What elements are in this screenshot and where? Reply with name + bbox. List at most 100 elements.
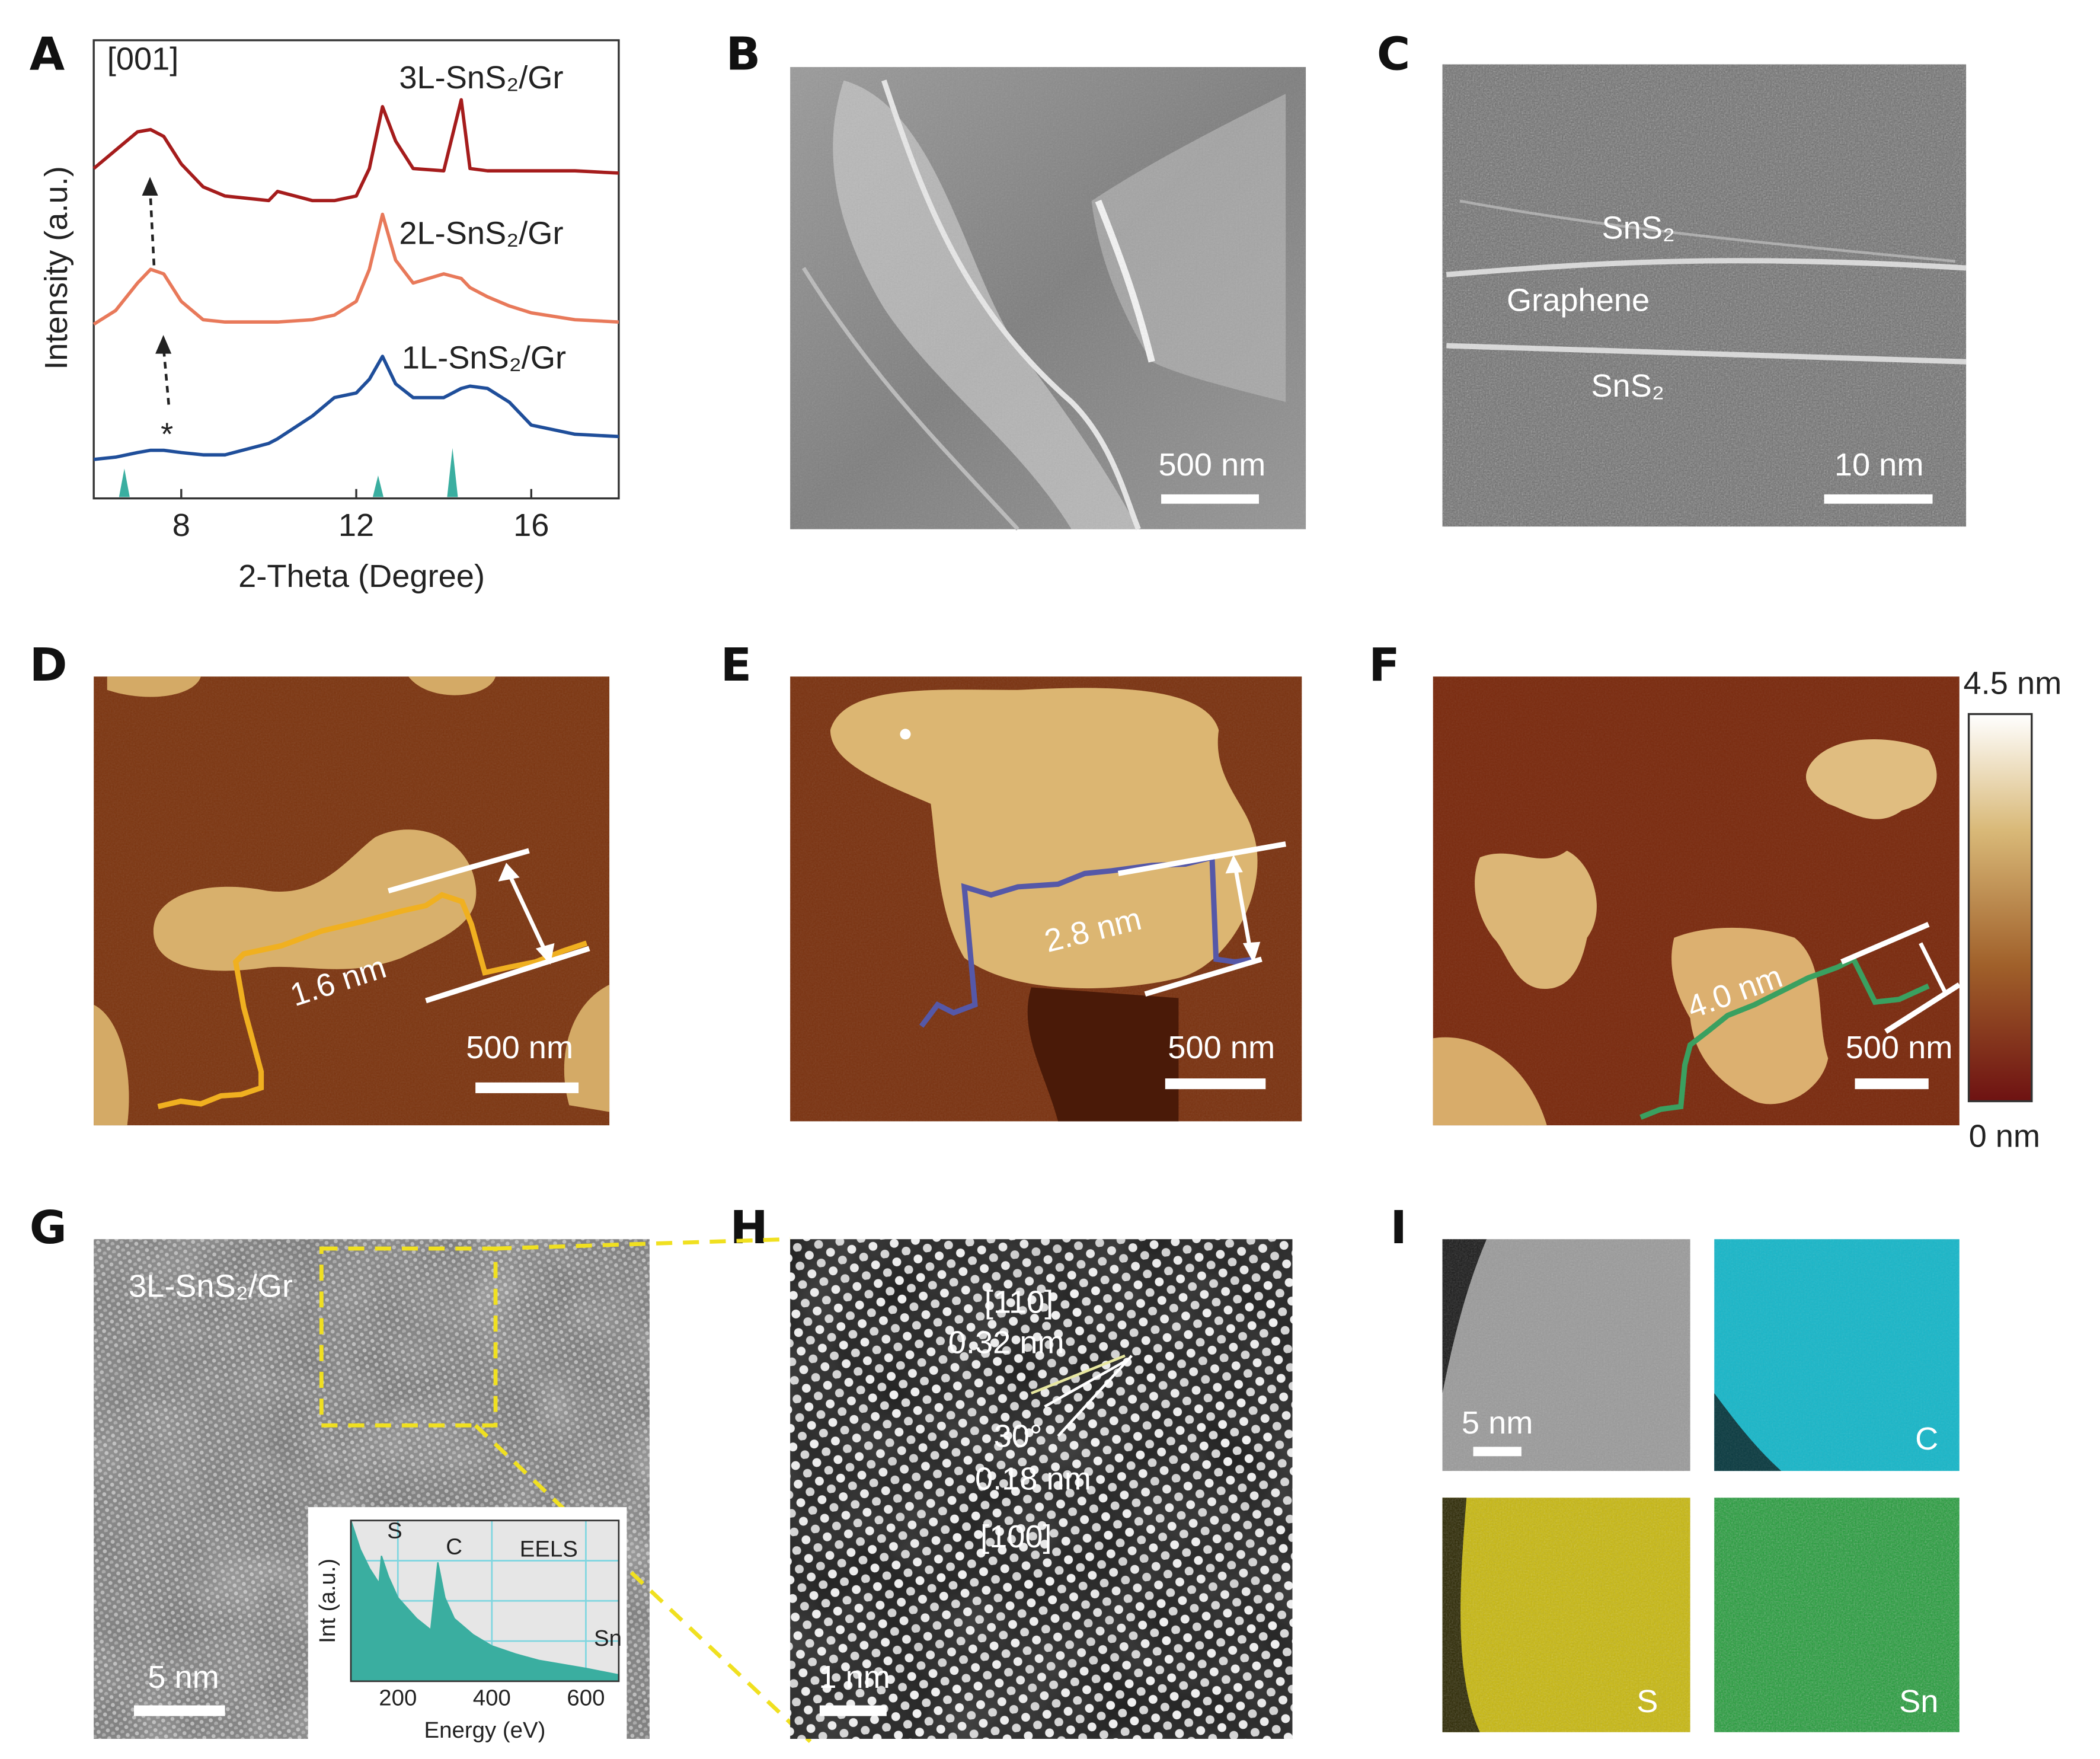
- plane-line: [1044, 1358, 1129, 1408]
- scale-bar: [1473, 1447, 1522, 1457]
- zoom-box: [319, 1246, 498, 1428]
- colorbar-label: 0 nm: [1969, 1118, 2041, 1154]
- peak-label: C: [446, 1534, 462, 1560]
- panel-label: H: [730, 1202, 768, 1254]
- dark-patch: [1027, 987, 1179, 1122]
- plane-line: [1031, 1354, 1126, 1395]
- y-axis-label: Intensity (a.u.): [39, 166, 74, 370]
- map-label: Sn: [1899, 1684, 1938, 1719]
- image-label: SnS₂: [1602, 210, 1675, 245]
- image-label: 3L-SnS₂/Gr: [129, 1268, 293, 1304]
- series-line: [92, 98, 619, 203]
- series-label: 1L-SnS₂/Gr: [402, 340, 566, 375]
- scale-bar: [133, 1705, 225, 1716]
- image-label: SnS₂: [1591, 368, 1664, 404]
- scale-bar-label: 5 nm: [148, 1659, 219, 1695]
- afm-image: 4.0 nm 500 nm 4.5 nm 0 nm: [1433, 666, 2062, 1154]
- flake: [94, 1004, 129, 1126]
- scale-bar-label: 500 nm: [1846, 1030, 1953, 1065]
- height-profile: [157, 892, 588, 1109]
- scale-bar: [1161, 494, 1259, 504]
- flake: [408, 676, 496, 695]
- guide-line: [388, 848, 530, 894]
- image-grain: [1714, 1239, 1960, 1471]
- flake: [107, 676, 201, 697]
- flake: [1433, 1037, 1547, 1126]
- guide-line: [1884, 982, 1961, 1034]
- inset-title: EELS: [520, 1537, 578, 1562]
- scale-bar: [1855, 1078, 1929, 1090]
- annotation: [001]: [107, 41, 179, 77]
- zoom-line: [495, 1237, 791, 1251]
- image-label: 0.18 nm: [975, 1461, 1091, 1497]
- image-label: [110]: [985, 1284, 1054, 1320]
- x-tick-label: 400: [473, 1685, 511, 1711]
- guide-line: [1117, 841, 1286, 876]
- scale-bar: [819, 1705, 887, 1716]
- sem-image: 500 nm: [790, 67, 1306, 531]
- flake: [1805, 739, 1937, 819]
- lattice-fringe: [1459, 199, 1956, 263]
- panel-label: I: [1390, 1202, 1407, 1254]
- map-label: C: [1915, 1421, 1938, 1457]
- afm-image: 1.6 nm 500 nm: [94, 676, 610, 1126]
- colorbar-label: 4.5 nm: [1964, 666, 2062, 701]
- x-axis-label: Energy (eV): [424, 1718, 546, 1743]
- reference-peak: [119, 468, 130, 497]
- x-tick-label: 12: [338, 507, 374, 543]
- image-label: [100]: [980, 1519, 1052, 1554]
- scale-bar: [1165, 1078, 1266, 1090]
- series-label: 2L-SnS₂/Gr: [399, 215, 563, 251]
- flake: [830, 688, 1258, 989]
- x-tick-label: 200: [379, 1685, 417, 1711]
- afm-image: 2.8 nm 500 nm: [790, 676, 1302, 1122]
- panel-label: A: [30, 28, 65, 81]
- height-profile: [1639, 955, 1930, 1120]
- eds-maps: 5 nm C S Sn: [1442, 1239, 1960, 1732]
- shift-arrow: [162, 345, 170, 405]
- annotation: *: [161, 416, 173, 452]
- image-label: Graphene: [1507, 282, 1650, 318]
- panel-label: C: [1377, 28, 1410, 81]
- arrow-head: [1225, 854, 1261, 963]
- panel-label: F: [1369, 639, 1399, 692]
- zoom-line: [474, 1423, 812, 1743]
- scale-bar-label: 10 nm: [1834, 447, 1924, 483]
- guide-line: [1840, 922, 1930, 965]
- guide-line: [1144, 956, 1262, 997]
- flake: [153, 829, 477, 971]
- peak-label: Sn: [594, 1626, 622, 1651]
- image-label: 30°: [994, 1418, 1043, 1454]
- panel-label: G: [30, 1202, 67, 1254]
- scale-bar-label: 500 nm: [466, 1030, 573, 1065]
- image-grain: [1714, 1498, 1960, 1732]
- particle: [900, 729, 911, 740]
- plane-line: [1057, 1355, 1133, 1437]
- scale-bar-label: 5 nm: [1462, 1405, 1533, 1441]
- image-label: 0.32 nm: [948, 1324, 1065, 1360]
- scale-bar: [1824, 494, 1933, 504]
- scale-bar-label: 500 nm: [1168, 1030, 1275, 1065]
- x-tick-label: 16: [513, 507, 549, 543]
- flake: [1671, 927, 1829, 1104]
- lattice-fringe: [1446, 258, 1967, 277]
- reference-peak: [447, 448, 458, 497]
- panel-label: E: [721, 639, 752, 692]
- image-grain: [1442, 64, 1967, 527]
- height-arrow: [1919, 942, 1946, 992]
- height-profile: [919, 854, 1254, 1028]
- series-line: [93, 355, 619, 461]
- x-axis-label: 2-Theta (Degree): [238, 558, 485, 594]
- lattice-image: [110] 0.32 nm 30° 0.18 nm [100] 1 nm: [790, 1239, 1293, 1739]
- arrow-head: [498, 863, 555, 965]
- flake: [564, 984, 610, 1112]
- series-line: [92, 212, 619, 326]
- guide-line: [425, 946, 590, 1004]
- scale-bar: [475, 1082, 579, 1093]
- height-arrow: [1232, 863, 1253, 954]
- shift-arrow: [148, 187, 156, 266]
- arrow-head: [142, 177, 158, 196]
- x-tick-label: 600: [567, 1685, 605, 1711]
